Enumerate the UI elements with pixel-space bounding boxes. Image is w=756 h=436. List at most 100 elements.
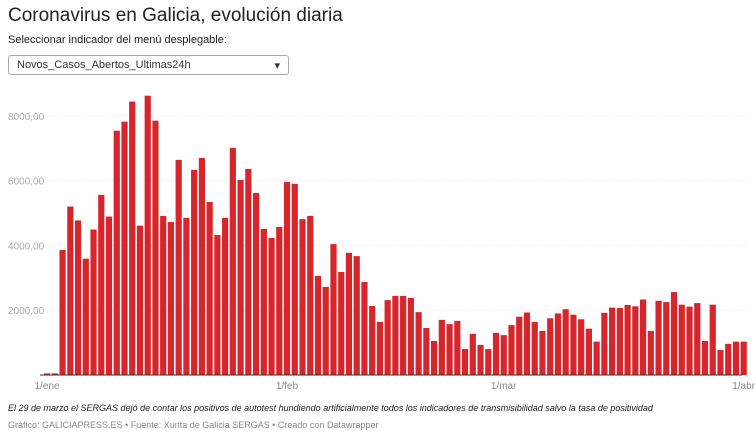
- bar: [570, 314, 577, 375]
- bar: [175, 159, 182, 375]
- bar: [105, 216, 113, 375]
- x-tick-label: 1/ene: [34, 381, 59, 392]
- bar: [283, 181, 291, 375]
- bar: [446, 324, 453, 375]
- bar: [663, 302, 670, 375]
- bar: [345, 252, 353, 375]
- bar: [222, 217, 229, 375]
- bar: [562, 309, 569, 375]
- x-tick-label: 1/mar: [491, 381, 517, 392]
- select-value: Novos_Casos_Abertos_Ultimas24h: [17, 59, 191, 71]
- bar: [709, 304, 716, 375]
- bar: [725, 343, 732, 375]
- bar: [585, 328, 592, 375]
- chart-credit: Gráfico: GALICIAPRESS.ES • Fuente: Xunta…: [8, 420, 379, 430]
- bar: [129, 101, 136, 375]
- bar: [384, 300, 391, 375]
- chevron-down-icon: ▾: [274, 59, 280, 72]
- bar: [492, 332, 500, 375]
- bar: [392, 295, 399, 375]
- bar: [485, 349, 492, 375]
- bar: [353, 256, 360, 375]
- bar: [732, 341, 740, 375]
- y-tick-label: 6000,00: [8, 177, 45, 188]
- bar: [136, 225, 144, 375]
- bar: [67, 206, 74, 375]
- bar: [206, 201, 213, 375]
- bar: [245, 168, 252, 375]
- bar: [276, 226, 283, 375]
- bar: [500, 335, 507, 375]
- bar: [531, 321, 538, 375]
- bar: [191, 169, 198, 375]
- bar: [407, 297, 414, 375]
- bar: [361, 282, 368, 375]
- bar: [268, 237, 275, 375]
- bar: [578, 319, 585, 375]
- bar: [51, 373, 58, 375]
- bar: [291, 183, 298, 375]
- selector-label: Seleccionar indicador del menú desplegab…: [8, 34, 227, 46]
- bar: [322, 286, 329, 375]
- bar: [299, 219, 306, 375]
- chart-title: Coronavirus en Galicia, evolución diaria: [8, 5, 343, 26]
- x-tick-label: 1/feb: [276, 381, 299, 392]
- bar: [144, 95, 151, 375]
- bar: [431, 340, 438, 375]
- y-tick-label: 8000,00: [8, 112, 45, 123]
- bar: [639, 299, 647, 375]
- bar: [678, 304, 685, 375]
- bar: [237, 179, 244, 375]
- bar: [554, 313, 562, 375]
- bar: [717, 350, 724, 375]
- x-tick-label: 1/abr: [732, 381, 755, 392]
- bar: [423, 328, 430, 375]
- bar: [167, 222, 175, 375]
- bar: [152, 120, 159, 375]
- bar: [314, 275, 322, 375]
- y-tick-label: 4000,00: [8, 241, 45, 252]
- bar: [547, 318, 554, 375]
- bar: [477, 344, 484, 375]
- bar: [98, 194, 105, 375]
- bar: [616, 307, 623, 375]
- bar: [670, 292, 678, 375]
- bar: [82, 258, 89, 375]
- bar: [183, 217, 190, 375]
- bar: [252, 192, 260, 375]
- bar: [229, 147, 236, 375]
- bar: [438, 319, 445, 375]
- bar: [400, 295, 407, 375]
- bar: [508, 325, 515, 375]
- bar: [624, 305, 631, 375]
- bar: [74, 220, 82, 375]
- bar: [655, 300, 662, 375]
- indicator-select[interactable]: Novos_Casos_Abertos_Ultimas24h ▾: [8, 55, 289, 75]
- bar: [338, 271, 345, 375]
- bar: [454, 320, 461, 375]
- bar: [701, 340, 709, 375]
- bar: [90, 229, 97, 375]
- bar: [601, 312, 608, 375]
- bar: [44, 373, 51, 375]
- bar: [198, 157, 205, 375]
- bar: [516, 316, 523, 375]
- chart-note: El 29 de marzo el SERGAS dejó de contar …: [8, 403, 653, 413]
- bar: [461, 349, 469, 375]
- bar: [330, 244, 337, 375]
- bar: [260, 228, 267, 375]
- bar: [113, 130, 120, 375]
- bar: [523, 312, 531, 375]
- bar: [59, 249, 66, 375]
- bar: [307, 215, 314, 375]
- bar: [609, 307, 616, 375]
- bar: [694, 303, 701, 375]
- bar: [121, 121, 128, 375]
- bar: [369, 305, 376, 375]
- bar: [469, 333, 476, 375]
- bar: [539, 330, 546, 375]
- bar: [632, 306, 639, 375]
- y-tick-label: 2000,00: [8, 306, 45, 317]
- bar: [376, 321, 384, 375]
- bar: [647, 330, 654, 375]
